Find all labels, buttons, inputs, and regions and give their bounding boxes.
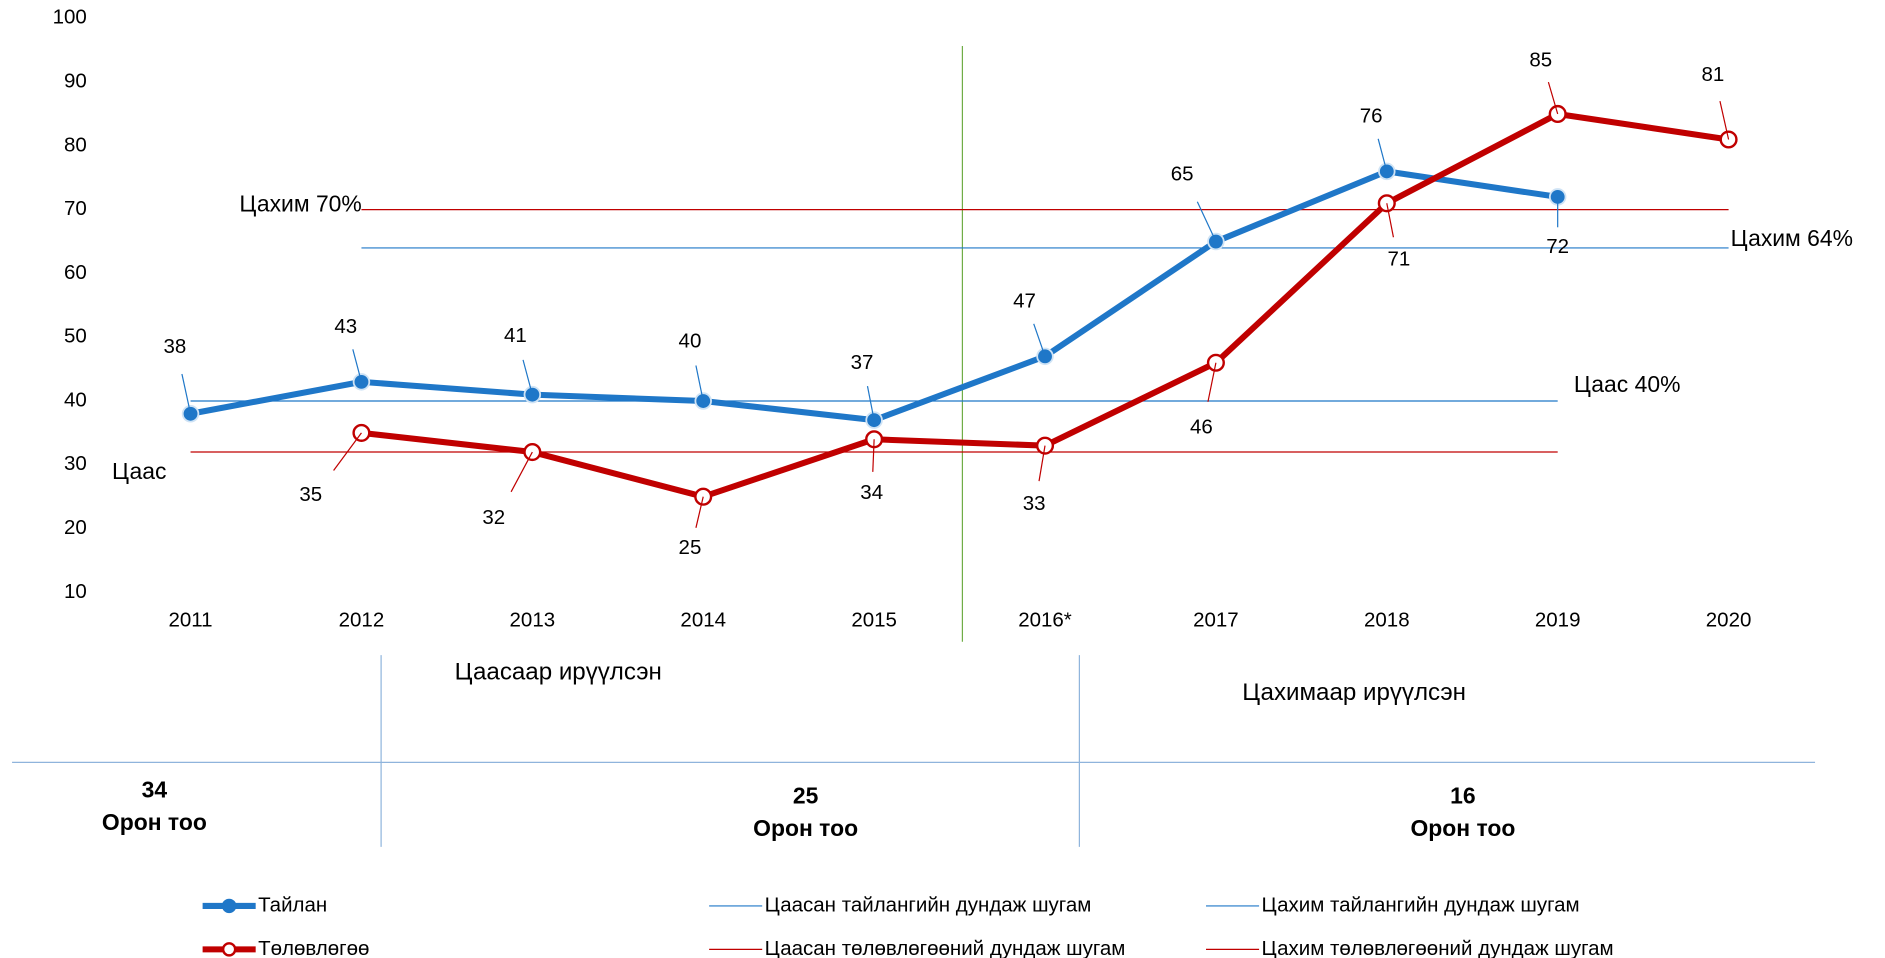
leader-line <box>510 451 533 493</box>
y-tick-label: 90 <box>64 70 87 93</box>
leader-line <box>872 439 875 472</box>
legend-marker <box>221 898 237 914</box>
y-tick-label: 20 <box>64 516 87 539</box>
data-label: 72 <box>1546 235 1569 258</box>
data-label: 71 <box>1387 247 1410 270</box>
leader-line <box>1038 445 1046 482</box>
legend-label: Төлөвлөгөө <box>258 937 369 958</box>
point <box>1719 130 1738 149</box>
period-label: Цаасаар ирүүлсэн <box>455 659 662 686</box>
series-line <box>189 168 1559 424</box>
seat-unit: Орон тоо <box>753 815 858 841</box>
seat-count: 34 <box>142 776 168 802</box>
x-tick-label: 2018 <box>1364 609 1410 632</box>
data-label: 40 <box>679 329 702 352</box>
leader-line <box>522 359 533 395</box>
leader-line <box>1207 362 1217 402</box>
leader-line <box>1377 138 1388 172</box>
x-tick-label: 2016* <box>1018 609 1072 632</box>
data-label: 47 <box>1013 290 1036 313</box>
x-tick-label: 2013 <box>510 609 556 632</box>
y-tick-label: 40 <box>64 388 87 411</box>
leader-line <box>1386 203 1395 238</box>
leader-line <box>352 349 363 383</box>
x-tick-label: 2014 <box>680 609 726 632</box>
leader-line <box>181 373 192 414</box>
reference-label: Цахим 70% <box>239 190 361 216</box>
legend-marker <box>221 942 237 957</box>
x-tick-label: 2019 <box>1535 609 1581 632</box>
x-tick-label: 2012 <box>339 609 385 632</box>
data-label: 34 <box>860 481 883 504</box>
data-label: 33 <box>1023 492 1046 515</box>
reference-label: Цаас <box>112 458 166 484</box>
data-label: 81 <box>1701 63 1724 86</box>
y-tick-label: 100 <box>53 6 87 29</box>
reference-label: Цаас 40% <box>1574 371 1681 397</box>
x-tick-label: 2017 <box>1193 609 1239 632</box>
period-label: Цахимаар ирүүлсэн <box>1242 679 1466 706</box>
leader-line <box>695 365 704 402</box>
data-label: 38 <box>163 335 186 358</box>
seat-unit: Орон тоо <box>102 809 207 835</box>
y-tick-label: 50 <box>64 325 87 348</box>
legend-label: Тайлан <box>258 893 327 916</box>
x-tick-label: 2020 <box>1706 609 1752 632</box>
data-label: 37 <box>851 351 874 374</box>
data-label: 85 <box>1529 48 1552 71</box>
data-label: 41 <box>504 324 527 347</box>
seat-unit: Орон тоо <box>1410 815 1515 841</box>
leader-line <box>866 386 875 421</box>
leader-line <box>695 496 704 528</box>
leader-line <box>1033 323 1046 357</box>
data-label: 35 <box>299 483 322 506</box>
seat-count: 25 <box>793 782 819 808</box>
leader-line <box>1547 81 1559 115</box>
x-tick-label: 2011 <box>169 609 213 632</box>
data-label: 43 <box>334 315 357 338</box>
legend-label: Цаасан тайлангийн дундаж шугам <box>765 893 1092 916</box>
leader-line <box>333 432 362 471</box>
data-label: 46 <box>1190 415 1213 438</box>
y-tick-label: 80 <box>64 133 87 156</box>
leader-line <box>1196 201 1217 242</box>
data-label: 76 <box>1360 105 1383 128</box>
y-tick-label: 30 <box>64 452 87 475</box>
legend-label: Цахим төлөвлөгөөний дундаж шугам <box>1261 937 1613 958</box>
seat-count: 16 <box>1450 782 1475 808</box>
legend-label: Цахим тайлангийн дундаж шугам <box>1261 893 1579 916</box>
legend-label: Цаасан төлөвлөгөөний дундаж шугам <box>765 937 1126 958</box>
y-tick-label: 70 <box>64 197 87 220</box>
data-label: 32 <box>482 506 505 529</box>
reference-label: Цахим 64% <box>1731 225 1853 251</box>
y-tick-label: 60 <box>64 261 87 284</box>
data-label: 25 <box>679 536 702 559</box>
leader-line <box>1719 101 1730 140</box>
point <box>694 487 713 506</box>
data-label: 65 <box>1171 163 1194 186</box>
x-tick-label: 2015 <box>851 609 897 632</box>
y-tick-label: 10 <box>64 580 87 603</box>
